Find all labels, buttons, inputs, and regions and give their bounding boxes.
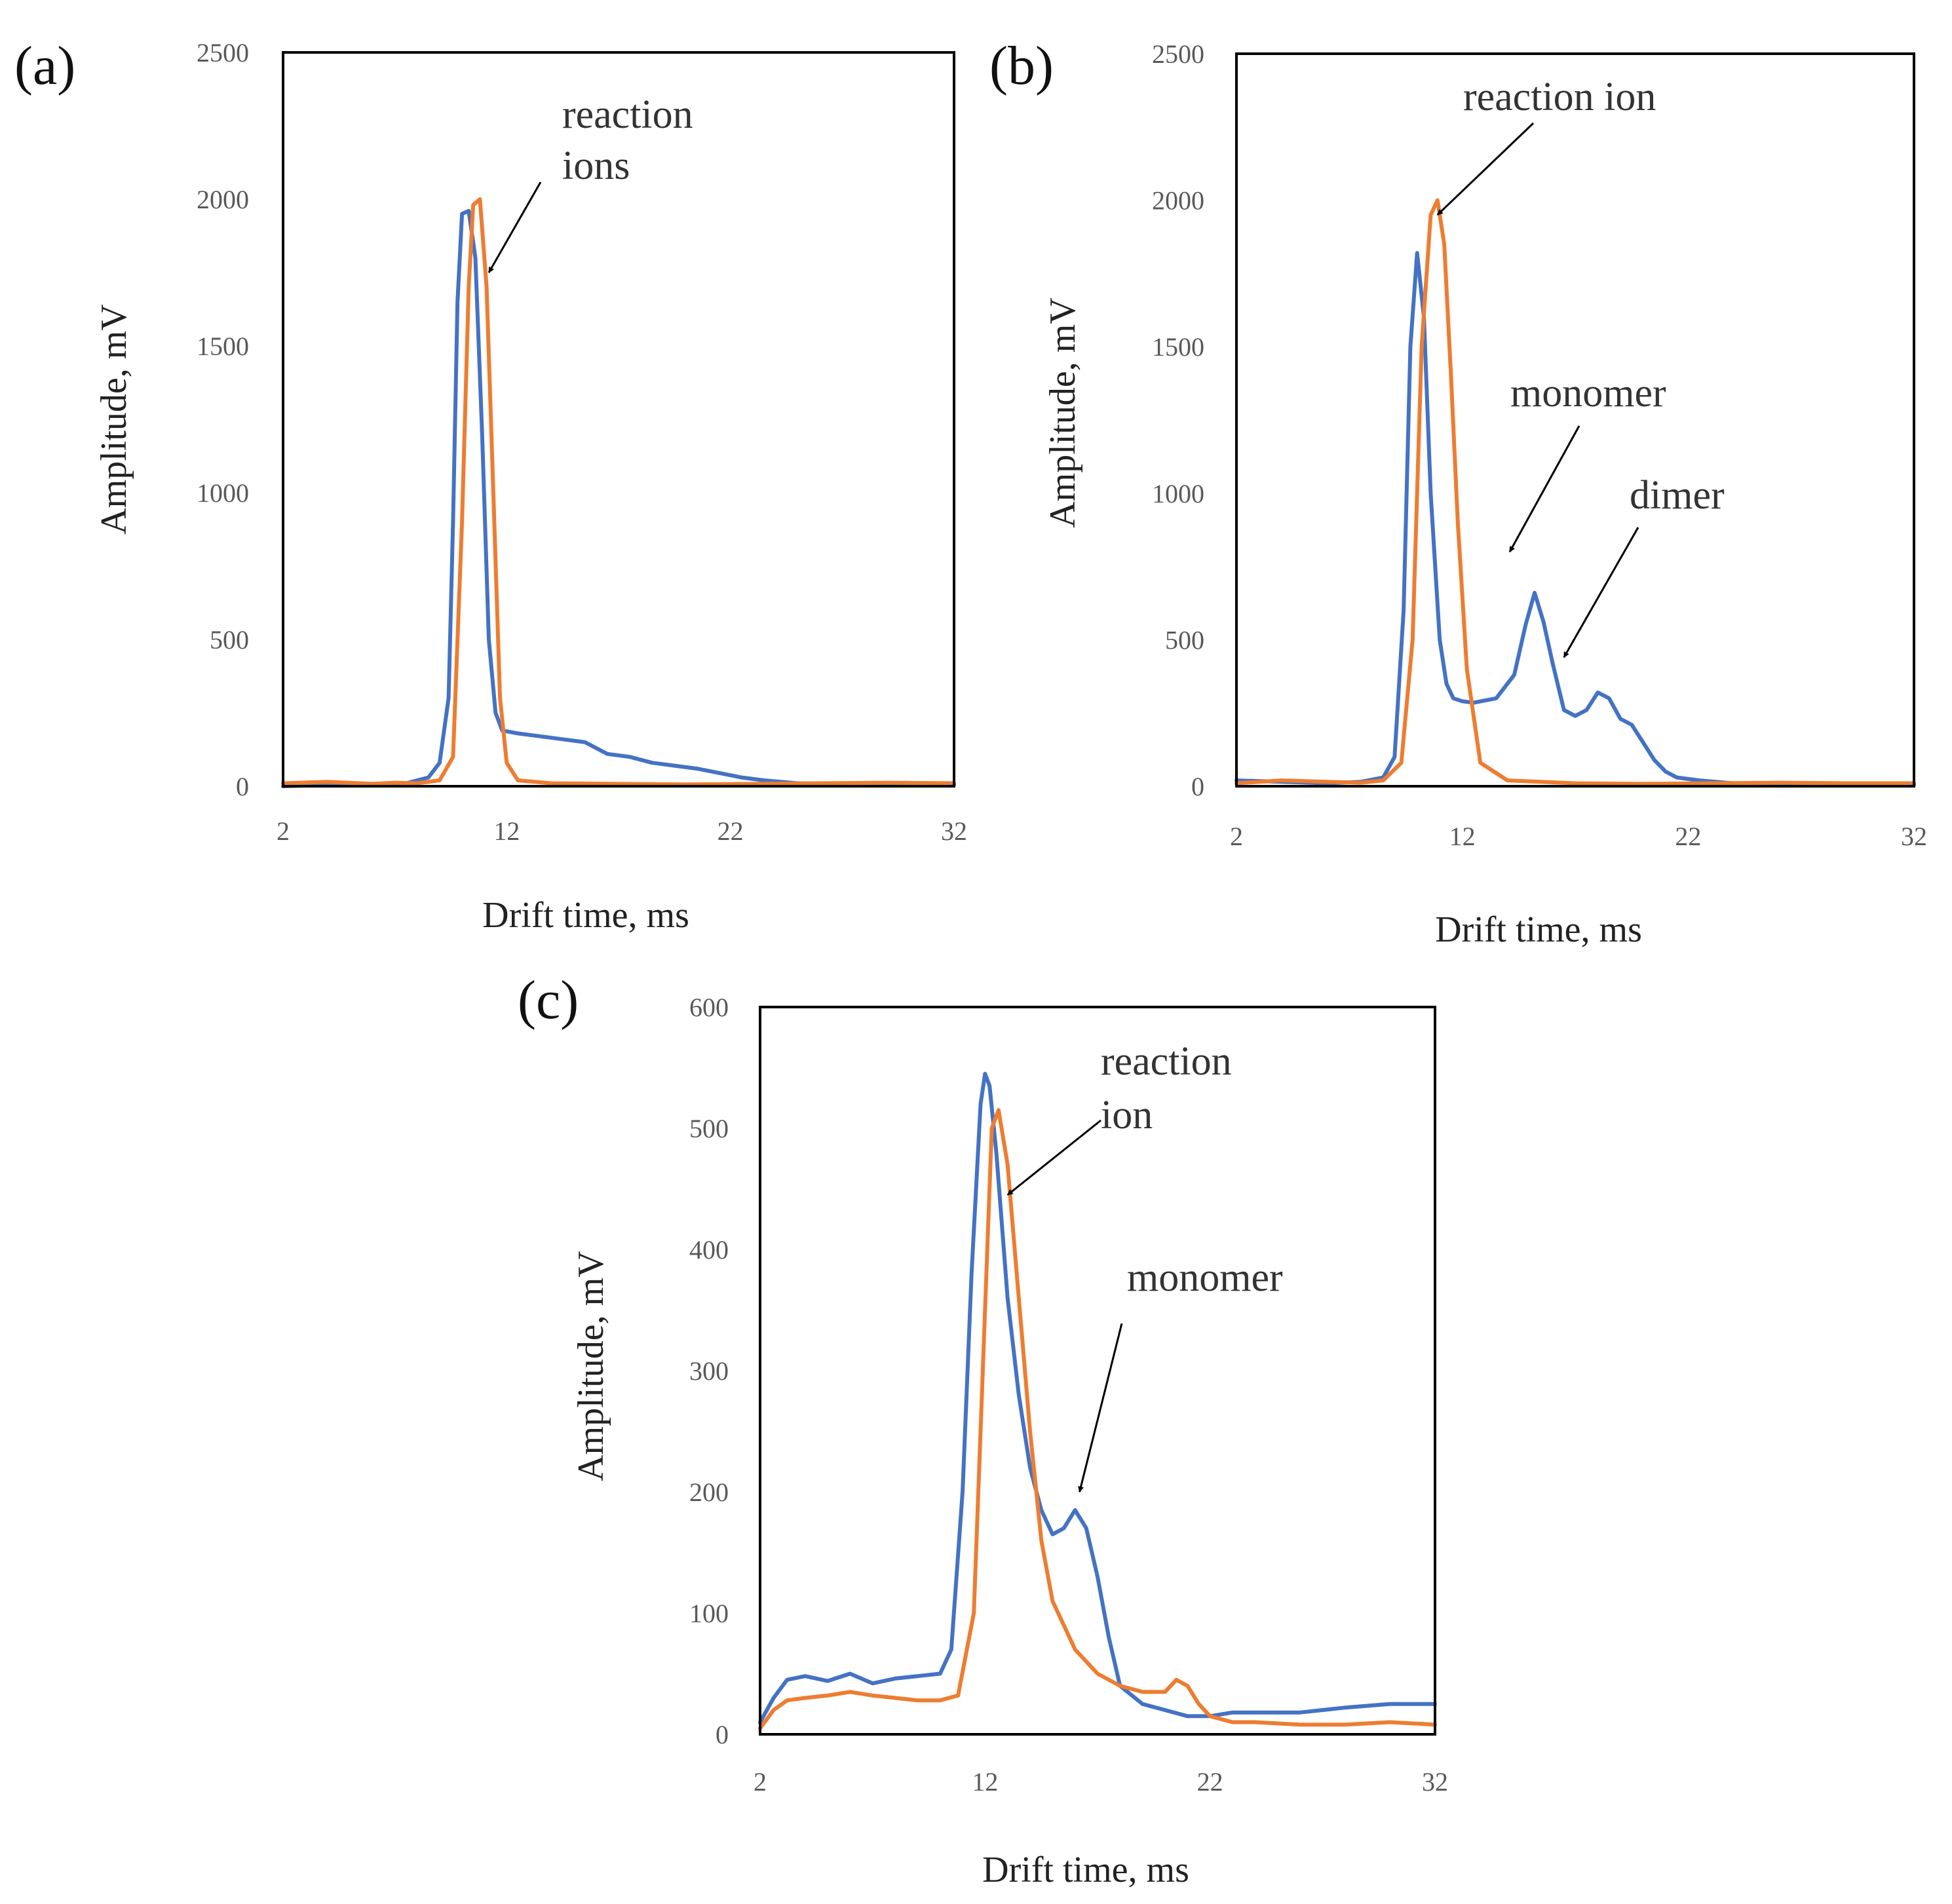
panel-label-b: (b) xyxy=(989,35,1054,96)
panel-b-series-orange xyxy=(1234,198,1916,786)
panel-b-x-tick-label: 2 xyxy=(1230,822,1243,851)
panel-c-series-blue xyxy=(758,1071,1437,1724)
panel-c-y-tick-label: 500 xyxy=(689,1114,729,1143)
panel-a-x-tick-label: 2 xyxy=(277,816,290,846)
panel-b-series-blue xyxy=(1234,251,1916,787)
panel-b-x-tick-label: 22 xyxy=(1675,822,1701,851)
panel-b-ticks: 2 12 22 32 0 500 1000 1500 2000 2500 xyxy=(1152,39,1927,851)
panel-a-series xyxy=(281,197,956,788)
panel-label-a: (a) xyxy=(14,35,75,96)
panel-c-x-tick-label: 22 xyxy=(1197,1767,1223,1797)
panel-a-annotation-line: reaction xyxy=(562,92,693,137)
panel-a-y-tick-label: 2000 xyxy=(197,185,249,214)
panel-c-x-axis-title: Drift time, ms xyxy=(982,1850,1189,1890)
panel-b-annotation-arrow xyxy=(1436,122,1535,216)
panel-c-annotation-line: monomer xyxy=(1127,1255,1283,1300)
panel-c-y-tick-label: 400 xyxy=(689,1235,729,1265)
panel-c-plot-frame xyxy=(759,1006,1436,1736)
panel-c-annotation-label: monomer xyxy=(1127,1255,1283,1300)
panel-b-annotation-line: monomer xyxy=(1510,371,1666,415)
panel-a-y-tick-label: 1000 xyxy=(197,478,249,508)
panel-c-x-tick-label: 12 xyxy=(972,1767,998,1797)
panel-a-ticks: 2 12 22 32 0 500 1000 1500 2000 2500 xyxy=(197,38,967,846)
panel-c-series-orange xyxy=(758,1108,1437,1730)
panel-c-annotation-line: reaction xyxy=(1101,1039,1232,1084)
panel-a: (a) 2 12 22 32 0 500 1000 1500 2000 2500 reaction… xyxy=(14,35,967,936)
panel-c-annotation-arrow xyxy=(1006,1119,1101,1196)
panel-b-plot-frame xyxy=(1235,52,1915,788)
panel-a-y-tick-label: 0 xyxy=(236,772,249,801)
panel-b-y-tick-label: 0 xyxy=(1191,772,1204,801)
panel-a-x-axis-title: Drift time, ms xyxy=(482,895,689,936)
panel-a-x-tick-label: 12 xyxy=(493,816,520,846)
panel-a-y-tick-label: 1500 xyxy=(197,332,249,361)
panel-c-y-tick-label: 0 xyxy=(716,1720,729,1749)
panel-c-ticks: 2 12 22 32 0 100 200 300 400 500 600 xyxy=(689,993,1448,1797)
panel-c-x-tick-label: 32 xyxy=(1422,1767,1448,1797)
panel-b-y-axis-title: Amplitude, mV xyxy=(1043,297,1083,528)
panel-b-y-tick-label: 2000 xyxy=(1152,186,1204,216)
panel-b-x-axis-title: Drift time, ms xyxy=(1435,909,1642,950)
panel-c-series xyxy=(758,1071,1437,1730)
panel-a-plot-frame xyxy=(282,51,955,788)
panel-c-y-axis-title: Amplitude, mV xyxy=(571,1251,611,1481)
panel-c-y-tick-label: 300 xyxy=(689,1356,729,1386)
panel-a-annotation-arrow xyxy=(488,181,542,273)
panel-b-annotation-line: dimer xyxy=(1630,473,1725,518)
panel-b-annotation-label: reaction ion xyxy=(1463,75,1656,119)
panel-c-annotation-line: ion xyxy=(1101,1093,1153,1137)
panel-a-annotation-label: reaction ions xyxy=(562,92,693,188)
panel-c-y-tick-label: 100 xyxy=(689,1599,729,1628)
panel-b-annotation-line: reaction ion xyxy=(1463,75,1656,119)
panel-c-y-tick-label: 600 xyxy=(689,993,729,1022)
panel-a-y-tick-label: 2500 xyxy=(197,38,249,67)
panel-b-x-tick-label: 32 xyxy=(1901,822,1927,851)
panel-a-annotations: reaction ions xyxy=(488,92,693,273)
panel-b: (b) 2 12 22 32 0 500 1000 1500 2000 2500 reaction… xyxy=(989,35,1927,950)
panel-b-y-tick-label: 2500 xyxy=(1152,39,1204,69)
panel-b-annotation-label: dimer xyxy=(1630,473,1725,518)
panel-c-y-tick-label: 200 xyxy=(689,1477,729,1507)
panel-c-annotations: reaction ion monomer xyxy=(1006,1039,1283,1493)
panel-b-series xyxy=(1234,198,1916,787)
panel-b-annotation-arrow xyxy=(1508,425,1580,553)
panel-c-x-tick-label: 2 xyxy=(754,1767,767,1797)
panel-b-y-tick-label: 500 xyxy=(1165,625,1204,655)
panel-a-y-tick-label: 500 xyxy=(210,625,249,655)
panel-b-annotations: reaction ion monomer dimer xyxy=(1436,75,1725,658)
panel-a-x-tick-label: 22 xyxy=(718,816,744,846)
panel-b-y-tick-label: 1000 xyxy=(1152,479,1204,508)
panel-a-x-tick-label: 32 xyxy=(941,816,967,846)
panel-c: (c) 2 12 22 32 0 100 200 300 400 500 600 reaction i… xyxy=(518,970,1448,1890)
panel-b-annotation-label: monomer xyxy=(1510,371,1666,415)
panel-c-annotation-arrow xyxy=(1078,1323,1123,1493)
panel-c-annotation-label: reaction ion xyxy=(1101,1039,1232,1137)
panel-a-y-axis-title: Amplitude, mV xyxy=(94,304,134,535)
panel-b-annotation-arrow xyxy=(1563,527,1639,658)
panel-a-annotation-line: ions xyxy=(562,143,630,188)
panel-b-y-tick-label: 1500 xyxy=(1152,332,1204,362)
panel-a-series-orange xyxy=(281,197,956,787)
panel-label-c: (c) xyxy=(518,970,579,1031)
panel-b-x-tick-label: 12 xyxy=(1449,822,1476,851)
panel-a-series-blue xyxy=(281,208,956,788)
